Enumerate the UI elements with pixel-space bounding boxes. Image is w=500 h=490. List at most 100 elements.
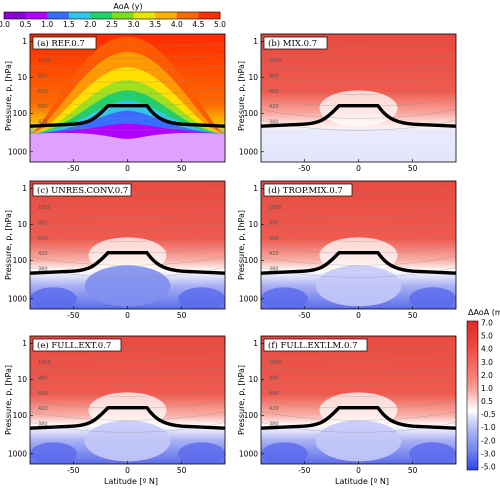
delta-tropical-bump [319,90,398,127]
aoa-colorbar: AoA (y) 0.0 0.5 1.0 1.5 2.0 2.5 3.0 3.5 4.0 4.5 5.… [0,2,226,29]
x-tick-label: 0 [356,311,361,320]
delta-blue-core-left [30,442,77,464]
isentrope-label: 420 [269,406,279,412]
delta-aoa-colorbar-tick-label: 4.0 [481,345,493,354]
y-tick-label: 10 [17,73,27,82]
delta-blue-core-right [409,442,456,464]
isentrope-line [261,54,456,59]
delta-aoa-colorbar-tick-label: 0.5 [481,397,493,406]
aoa-colorbar-tick-label: 4.0 [171,20,183,29]
y-tick-label: 10 [248,220,258,229]
tropopause-line [30,250,225,275]
x-tick-label: 50 [177,466,187,475]
delta-blue-core [315,420,402,462]
isentrope-line [30,65,225,71]
aoa-colorbar-tick-label: 2.5 [106,20,118,29]
panel-field: 15001000800600500420 [30,34,225,162]
tropopause-line [30,405,225,430]
delta-aoa-colorbar-ticks: 7.0 5.0 4.0 3.0 2.0 1.0 0.5 -0.5 -1.0 -2.0 -3.0 -5.… [481,319,496,472]
tropopause-line [261,250,456,275]
delta-tropical-bump [319,392,398,429]
delta-troposphere [261,128,456,162]
isentrope-label: 800 [269,221,279,227]
isentrope-line [30,223,225,230]
y-tick-label: 10 [248,73,258,82]
aoa-colorbar-swatch [90,12,113,19]
panel-e: 15001000800600420380(e) FULL.EXT.0.71101… [8,335,226,475]
x-tick-label: 0 [125,466,130,475]
isentrope-line [261,65,456,71]
x-tick-label: 0 [356,164,361,173]
x-tick-label: -50 [298,164,310,173]
aoa-colorbar-swatch [68,12,91,19]
isentrope-label: 800 [38,74,48,80]
y-tick-label: 1 [253,339,258,348]
y-axis-title-c: Pressure, p, [hPa] [4,210,13,280]
aoa-colorbar-tick-label: 5.0 [214,20,226,29]
isentrope-label: 600 [269,236,279,242]
isentrope-label: 420 [38,406,48,412]
isentrope-line [30,378,225,385]
isentrope-line [30,389,225,397]
isentrope-line [261,256,456,266]
panel-f: 1 50 0 1000 800 600 420 380 (f) FULL.EXT.LM.0.7 1… [239,335,457,475]
x-tick-label: 50 [408,466,418,475]
aoa-colorbar-swatch [133,12,156,19]
y-tick-label: 10 [17,375,27,384]
panel-field: 15001000800600420380 [30,336,225,464]
x-tick-label: 50 [177,164,187,173]
x-tick-label: -50 [298,311,310,320]
isentrope-label: 420 [38,251,48,257]
isentrope-label: 420 [269,104,279,110]
aoa-colorbar-swatch [198,12,221,19]
isentrope-line [30,212,225,218]
y-tick-label: 100 [244,109,259,118]
delta-blue-core-left [30,287,77,309]
isentrope-line [30,411,225,421]
isentrope-label: 600 [38,391,48,397]
delta-aoa-colorbar-tick-label: 7.0 [481,319,493,328]
panel-label-box [32,36,97,50]
aoa-colorbar-swatch [47,12,70,19]
aoa-contour-band [30,132,225,162]
aoa-colorbar-tick-label: 0.5 [20,20,32,29]
aoa-colorbar-tick-label: 1.5 [63,20,75,29]
isentrope-line [30,234,225,242]
panel-field: 15001000800600420380 [30,181,225,309]
isentrope-label: 380 [269,120,279,126]
delta-aoa-colorbar-title: ΔAoA (m) [468,308,500,317]
isentrope-line [30,54,225,59]
y-tick-label: 100 [13,411,28,420]
y-tick-label: 1 [253,37,258,46]
isentrope-label: 380 [38,267,48,273]
y-tick-label: 1000 [239,147,258,156]
y-tick-label: 10 [248,375,258,384]
x-tick-label: 0 [356,466,361,475]
isentrope-label: 380 [38,422,48,428]
aoa-colorbar-swatch [155,12,178,19]
y-tick-label: 100 [244,256,259,265]
isentrope-line [261,367,456,373]
y-tick-label: 1 [22,37,27,46]
delta-aoa-colorbar-tick-label: -1.0 [481,423,496,432]
delta-aoa-colorbar-tick-label: -2.0 [481,436,496,445]
isentrope-label: 420 [269,251,279,257]
x-tick-label: 50 [408,311,418,320]
isentrope-label: 1000 [269,205,282,211]
delta-blue-core-left [261,442,308,464]
x-tick-label: -50 [67,466,79,475]
aoa-colorbar-swatch [4,12,26,19]
delta-aoa-colorbar-tick-label: 2.0 [481,371,493,380]
delta-aoa-colorbar: ΔAoA (m) 7.0 5.0 4.0 3.0 2.0 1.0 0.5 -0.5 -1.0 -2… [466,308,500,472]
aoa-colorbar-swatch [112,12,134,19]
isentrope-line [261,234,456,242]
aoa-colorbar-tick-label: 3.0 [128,20,140,29]
x-axis-title-f: Latitude [º N] [335,477,389,486]
x-tick-label: -50 [67,164,79,173]
isentrope-label: 600 [38,236,48,242]
y-tick-label: 1000 [8,294,27,303]
y-axis-title-b: Pressure, p, [hPa] [237,61,246,131]
tropopause-line [261,405,456,430]
aoa-colorbar-tick-label: 1.0 [41,20,53,29]
